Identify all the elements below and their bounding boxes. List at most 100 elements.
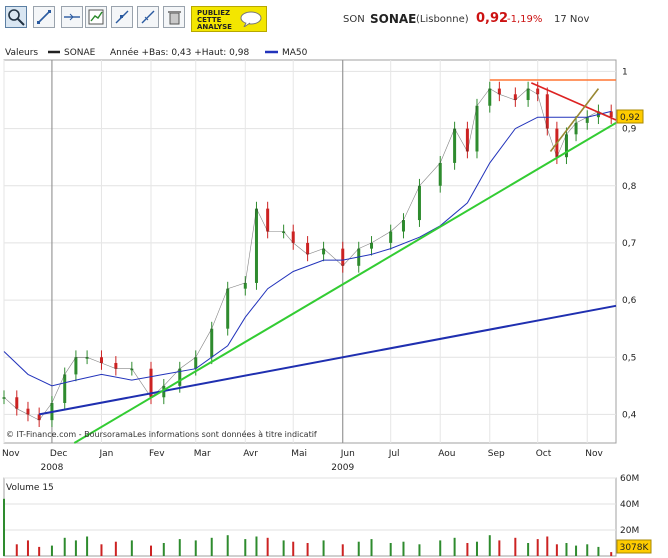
volume-bar (498, 540, 501, 556)
trendline-icon[interactable] (111, 6, 133, 28)
volume-bar (210, 537, 213, 556)
price-candle-body (574, 122, 578, 135)
x-tick-label: Avr (243, 449, 258, 459)
volume-bar (38, 546, 41, 556)
volume-bar (475, 541, 478, 556)
volume-bar (565, 543, 568, 556)
promo-line-1: PUBLIEZ (197, 9, 231, 17)
ruler-icon[interactable] (137, 6, 159, 28)
price-candle-body (564, 134, 568, 158)
volume-bar (150, 545, 153, 556)
trash-icon[interactable] (163, 6, 185, 28)
volume-y-tick-label: 60M (620, 474, 639, 484)
x-tick-label: Jun (340, 449, 355, 459)
x-tick-label: Mai (291, 449, 307, 459)
volume-bar (226, 535, 229, 556)
price-candle-body (2, 397, 6, 399)
volume-bar (488, 535, 491, 556)
volume-bar (610, 552, 613, 556)
volume-bar (50, 545, 53, 556)
x-tick-label: Nov (585, 449, 603, 459)
trendline-green-support (73, 122, 617, 444)
trendline-olive-rising (549, 88, 600, 152)
horizontal-line-icon[interactable] (61, 6, 83, 28)
volume-bar (370, 539, 373, 556)
volume-bar (389, 543, 392, 556)
volume-bar (453, 537, 456, 556)
price-close-line (3, 88, 612, 421)
volume-label: Volume 15 (6, 483, 54, 493)
volume-bar (114, 541, 117, 556)
trendline-red-resistance (530, 82, 617, 121)
cursor-icon[interactable] (33, 6, 55, 28)
price-candle-body (497, 88, 501, 95)
volume-bar (26, 540, 29, 556)
price-plot-area (3, 59, 617, 444)
price-candle-body (226, 288, 230, 329)
price-candle-body (536, 88, 540, 95)
indicator-icon[interactable] (85, 6, 107, 28)
zoom-icon[interactable] (5, 6, 27, 28)
axis-labels: 0,4 0,5 0,6 0,7 0,8 0,9 1 Nov Dec Jan Fev Mar Avr Mai… (2, 67, 637, 473)
y-tick-label: 0,7 (622, 239, 636, 249)
volume-bar (466, 543, 469, 556)
price-candle-body (306, 242, 310, 255)
volume-bar (586, 544, 589, 556)
price-candle-body (130, 368, 134, 371)
speech-bubble-icon (240, 11, 262, 27)
last-price-badge-text: 0,92 (620, 113, 640, 123)
last-price-badge: 0,92 (616, 109, 644, 124)
volume-bar (555, 544, 558, 556)
price-candle-body (282, 231, 286, 233)
volume-y-tick-label: 40M (620, 500, 639, 510)
price-candle-body (74, 357, 78, 375)
volume-bar (575, 545, 578, 556)
price-candle-body (401, 220, 405, 232)
price-candle-body (63, 374, 67, 403)
x-year-label: 2009 (331, 463, 354, 473)
volume-bar (194, 540, 197, 556)
price-candle-body (178, 368, 182, 386)
grid (3, 60, 616, 443)
volume-bar (162, 543, 165, 556)
promo-line-2: CETTE (197, 16, 222, 24)
volume-bar (86, 536, 89, 556)
price-candle-body (475, 105, 479, 152)
price-candle-body (526, 88, 530, 101)
footer-note: © IT-Finance.com - BoursoramaLes informa… (6, 429, 317, 439)
x-tick-label: Dec (50, 449, 67, 459)
x-tick-label: Mar (194, 449, 211, 459)
volume-last-badge-text: 3078K (620, 543, 650, 553)
price-candle-body (585, 117, 589, 123)
legend-valeurs: Valeurs (5, 48, 38, 58)
volume-bar (439, 540, 442, 556)
promo-line-3: ANALYSE (197, 23, 232, 31)
volume-bar (15, 544, 18, 556)
y-tick-label: 0,9 (622, 125, 637, 135)
price-candle-body (488, 88, 492, 106)
volume-bar (341, 544, 344, 556)
toolbar: PUBLIEZ CETTE ANALYSE SON SONAE (Lisbonn… (0, 0, 668, 40)
legend-ma-name: MA50 (282, 48, 308, 58)
volume-bar (514, 537, 517, 556)
y-tick-label: 0,6 (622, 296, 637, 306)
price-candle-body (291, 231, 295, 243)
price-candle-body (389, 231, 393, 243)
legend-stats: Année +Bas: 0,43 +Haut: 0,98 (110, 47, 249, 58)
volume-bar (292, 541, 295, 556)
volume-bar (322, 540, 325, 556)
price-candle-body (210, 328, 214, 358)
price-candle-body (254, 208, 258, 283)
price-candle-body (149, 368, 153, 398)
price-candle-body (465, 128, 469, 152)
series-layer (2, 79, 617, 444)
publish-analysis-button[interactable]: PUBLIEZ CETTE ANALYSE (191, 6, 267, 32)
price-candle-body (545, 94, 549, 129)
x-year-label: 2008 (40, 463, 63, 473)
price-candle-body (322, 248, 326, 255)
price-candle-body (243, 282, 247, 289)
ticker-name: SONAE (370, 12, 417, 26)
volume-bar (402, 541, 405, 556)
volume-bar (282, 540, 285, 556)
